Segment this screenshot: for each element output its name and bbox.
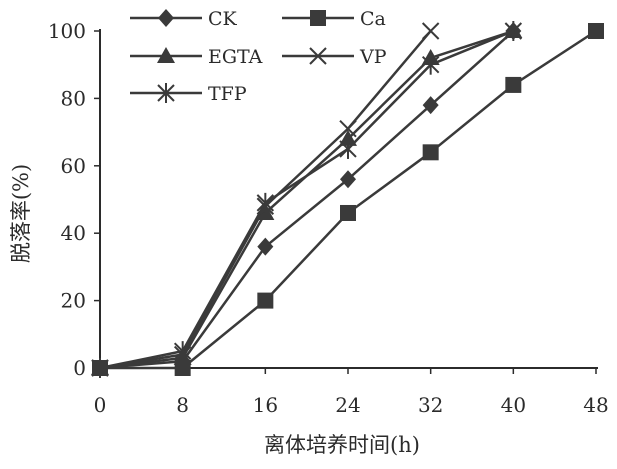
series-tfp: [91, 21, 523, 378]
x-tick-label: 8: [176, 393, 189, 417]
legend: CK Ca EGTA VP TFP: [130, 8, 387, 105]
data-point-ca: [505, 76, 522, 93]
series-line-ca: [100, 29, 597, 370]
legend-label-egta: EGTA: [208, 46, 263, 68]
legend-marker-vp: [309, 47, 327, 65]
y-tick-label: 80: [61, 86, 86, 110]
data-point-tfp: [339, 138, 357, 159]
series-line-ck: [99, 30, 515, 370]
data-point-ca: [340, 204, 356, 221]
legend-marker-ca: [310, 10, 326, 26]
y-tick-label: 20: [61, 289, 86, 313]
legend-label-vp: VP: [359, 46, 387, 68]
data-point-ck: [257, 237, 274, 256]
series-line-egta: [99, 29, 514, 370]
series-ca: [92, 23, 604, 376]
data-point-tfp: [421, 54, 440, 75]
y-tick-label: 0: [73, 356, 86, 380]
legend-marker-ck: [158, 9, 174, 27]
axes: 0 8 16 24 32 40 48 0 20 40 60 80 100: [48, 19, 609, 417]
legend-item-ck: CK: [130, 8, 238, 30]
legend-label-ck: CK: [208, 8, 238, 30]
data-point-tfp: [173, 341, 192, 362]
y-tick-label: 100: [48, 19, 86, 43]
data-point-ca: [422, 144, 439, 161]
y-tick-label: 60: [61, 154, 86, 178]
x-tick-label: 16: [253, 393, 278, 417]
legend-item-tfp: TFP: [130, 83, 247, 105]
data-point-tfp: [256, 192, 275, 213]
y-axis-title: 脱落率(%): [9, 164, 33, 263]
x-tick-label: 32: [418, 393, 443, 417]
data-point-tfp: [504, 21, 523, 41]
x-tick-label: 24: [335, 393, 360, 417]
x-tick-label: 48: [583, 393, 608, 417]
data-point-ck: [340, 170, 356, 189]
x-tick-label: 40: [501, 393, 526, 417]
legend-item-ca: Ca: [282, 8, 386, 30]
y-tick-label: 40: [61, 221, 86, 245]
legend-item-egta: EGTA: [130, 46, 263, 68]
series-line-tfp: [99, 29, 514, 370]
series-ck: [92, 22, 522, 377]
legend-marker-egta: [157, 47, 175, 63]
data-point-vp: [339, 120, 357, 138]
legend-item-vp: VP: [282, 46, 387, 68]
legend-marker-tfp: [157, 83, 175, 103]
series-group: [91, 21, 604, 378]
data-point-tfp: [91, 358, 109, 378]
data-point-ca: [588, 23, 604, 39]
x-axis-title: 离体培养时间(h): [264, 433, 420, 457]
series-egta: [91, 22, 523, 375]
legend-label-ca: Ca: [360, 8, 386, 30]
x-tick-label: 0: [94, 393, 107, 417]
data-point-vp: [421, 22, 440, 40]
data-point-ca: [257, 292, 274, 309]
legend-label-tfp: TFP: [208, 83, 247, 105]
data-point-ck: [422, 96, 439, 115]
data-point-egta: [339, 129, 357, 146]
